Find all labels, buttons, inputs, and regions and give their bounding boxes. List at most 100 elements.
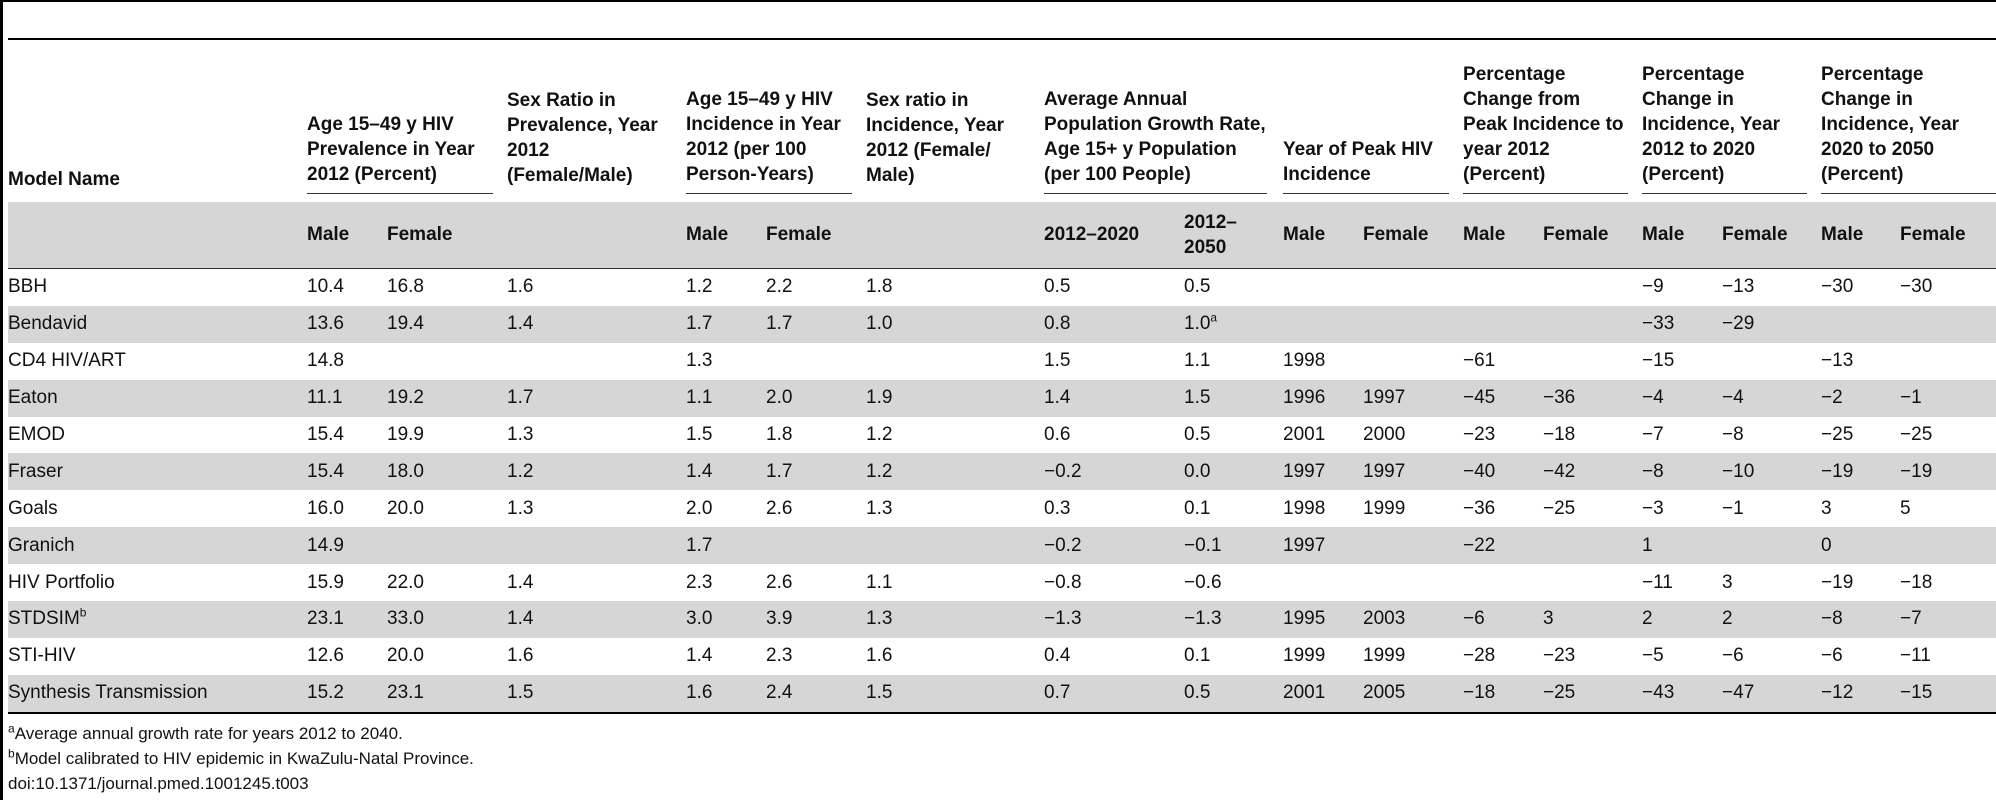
cell-peak-year-female: 2005 (1363, 674, 1464, 714)
footnotes: aAverage annual growth rate for years 20… (8, 721, 474, 796)
cell-inc-male: 1.1 (686, 379, 766, 417)
cell-chg-2020-female: −6 (1722, 645, 1744, 667)
cell-chg-2050-female: −25 (1900, 424, 1933, 445)
cell-inc-female: 2.3 (766, 645, 793, 667)
cell-peak-year-female: 1997 (1363, 453, 1464, 491)
cell-sex-ratio-inc (866, 343, 1044, 380)
cell-model-name: STDSIMb (8, 601, 307, 638)
cell-growth-2020: 1.4 (1044, 379, 1184, 417)
cell-chg-2020-female: −8 (1722, 424, 1744, 445)
cell-chg-peak-male: −36 (1463, 497, 1496, 519)
cell-growth-2050: 1.1 (1184, 350, 1211, 372)
cell-inc-male: 2.3 (686, 571, 713, 593)
cell-model-name: Bendavid (8, 305, 307, 343)
cell-chg-peak-female: −25 (1543, 674, 1643, 714)
cell-growth-2020: 1.5 (1044, 350, 1071, 372)
cell-sex-ratio-inc: 1.9 (866, 379, 1044, 417)
cell-prev-female: 19.4 (387, 305, 507, 343)
cell-chg-2050-male: −12 (1821, 674, 1901, 714)
cell-inc-female: 1.7 (766, 305, 866, 343)
cell-chg-2050-male: −19 (1821, 571, 1854, 593)
left-border (0, 0, 3, 800)
cell-chg-2020-male: −33 (1642, 305, 1723, 343)
cell-sex-ratio-inc: 1.3 (866, 497, 893, 519)
cell-peak-year-male (1283, 305, 1363, 343)
cell-chg-2020-male: −5 (1642, 645, 1664, 667)
cell-chg-2050-male: −30 (1821, 276, 1854, 298)
model-comparison-table: Model Name Age 15–49 y HIV Prevalence in… (8, 40, 1996, 714)
header-pct-change-peak: Percentage Change from Peak Incidence to… (1463, 40, 1642, 202)
cell-chg-2050-female: −30 (1900, 276, 1933, 298)
cell-model-name: Eaton (8, 379, 307, 417)
header-prevalence: Age 15–49 y HIV Prevalence in Year 2012 … (307, 40, 507, 202)
cell-chg-peak-male: −45 (1463, 379, 1544, 417)
cell-growth-2050: 1.5 (1184, 379, 1283, 417)
cell-growth-2020: −0.2 (1044, 527, 1184, 565)
cell-chg-2020-female: 3 (1722, 571, 1733, 593)
doi-note: doi:10.1371/journal.pmed.1001245.t003 (8, 774, 309, 793)
cell-prev-female: 33.0 (387, 601, 507, 638)
cell-sex-ratio-prev: 1.4 (507, 305, 686, 343)
cell-growth-2020: 0.5 (1044, 276, 1071, 298)
cell-growth-2020: 0.4 (1044, 645, 1071, 667)
cell-inc-female: 2.2 (766, 276, 793, 298)
cell-growth-2020: 0.3 (1044, 497, 1071, 519)
table-row: Fraser 15.4 18.0 1.2 1.4 1.7 1.2 −0.2 0.0 1997 199… (8, 453, 1996, 491)
cell-peak-year-male: 1999 (1283, 645, 1326, 667)
cell-prev-female (387, 527, 507, 565)
header-row-sub: Male Female Male Female 2012–2020 2012–2… (8, 202, 1996, 269)
cell-prev-male: 15.2 (307, 674, 387, 714)
cell-chg-2020-female: −29 (1722, 305, 1822, 343)
cell-sex-ratio-prev: 1.6 (507, 645, 534, 667)
cell-chg-2020-male: −43 (1642, 674, 1723, 714)
cell-peak-year-female (1363, 343, 1463, 380)
cell-chg-peak-male: −23 (1463, 424, 1496, 445)
cell-chg-peak-female: −36 (1543, 379, 1643, 417)
cell-growth-2050: 1.0a (1184, 305, 1283, 343)
subheader-peak-male: Male (1283, 202, 1363, 269)
cell-peak-year-male: 1998 (1283, 350, 1326, 372)
cell-sex-ratio-prev: 1.4 (507, 571, 534, 593)
cell-inc-female: 1.8 (766, 424, 793, 445)
header-peak-year: Year of Peak HIV Incidence (1283, 40, 1463, 202)
header-growth-rate: Average Annual Population Growth Rate, A… (1044, 40, 1283, 202)
cell-inc-female: 2.6 (766, 571, 793, 593)
cell-chg-peak-female: −18 (1543, 424, 1576, 445)
cell-sex-ratio-inc: 1.3 (866, 601, 1044, 638)
cell-sex-ratio-inc: 1.2 (866, 453, 1044, 491)
cell-sex-ratio-prev (507, 343, 686, 380)
cell-chg-2050-female: −19 (1900, 453, 1996, 491)
cell-prev-male: 13.6 (307, 305, 387, 343)
cell-sex-ratio-inc: 1.5 (866, 674, 1044, 714)
cell-inc-male: 2.0 (686, 497, 713, 519)
header-sex-ratio-prevalence: Sex Ratio in Prevalence, Year 2012 (Fema… (507, 90, 658, 186)
cell-growth-2020: 0.8 (1044, 305, 1184, 343)
cell-prev-male: 14.9 (307, 527, 387, 565)
cell-peak-year-male: 1997 (1283, 527, 1363, 565)
cell-peak-year-female (1363, 305, 1464, 343)
table-row: Granich 14.9 1.7 −0.2 −0.1 1997 −22 1 0 (8, 527, 1996, 565)
cell-chg-2050-female (1900, 305, 1996, 343)
cell-chg-peak-male: −18 (1463, 674, 1544, 714)
cell-chg-2020-male: 1 (1642, 527, 1723, 565)
cell-growth-2020: −0.8 (1044, 571, 1082, 593)
cell-peak-year-female (1363, 527, 1464, 565)
cell-chg-peak-female: 3 (1543, 601, 1643, 638)
cell-chg-2050-female (1900, 343, 1996, 380)
subheader-peak-female: Female (1363, 202, 1464, 269)
cell-chg-peak-female: −23 (1543, 645, 1576, 667)
cell-model-name: STI-HIV (8, 645, 76, 667)
cell-chg-2020-male: −8 (1642, 453, 1723, 491)
cell-prev-female: 19.2 (387, 379, 507, 417)
cell-prev-female: 20.0 (387, 497, 424, 519)
cell-sex-ratio-inc: 1.6 (866, 645, 893, 667)
cell-prev-female: 19.9 (387, 424, 424, 445)
cell-chg-peak-male: −6 (1463, 601, 1544, 638)
cell-prev-female: 20.0 (387, 645, 424, 667)
cell-prev-male: 15.9 (307, 571, 344, 593)
cell-sex-ratio-prev: 1.3 (507, 497, 534, 519)
table-row: STDSIMb 23.1 33.0 1.4 3.0 3.9 1.3 −1.3 −1.3 1995 2… (8, 601, 1996, 638)
table-row: HIV Portfolio 15.9 22.0 1.4 2.3 2.6 1.1 −0.8 −0.… (8, 564, 1996, 601)
cell-growth-2050: 0.5 (1184, 276, 1211, 298)
